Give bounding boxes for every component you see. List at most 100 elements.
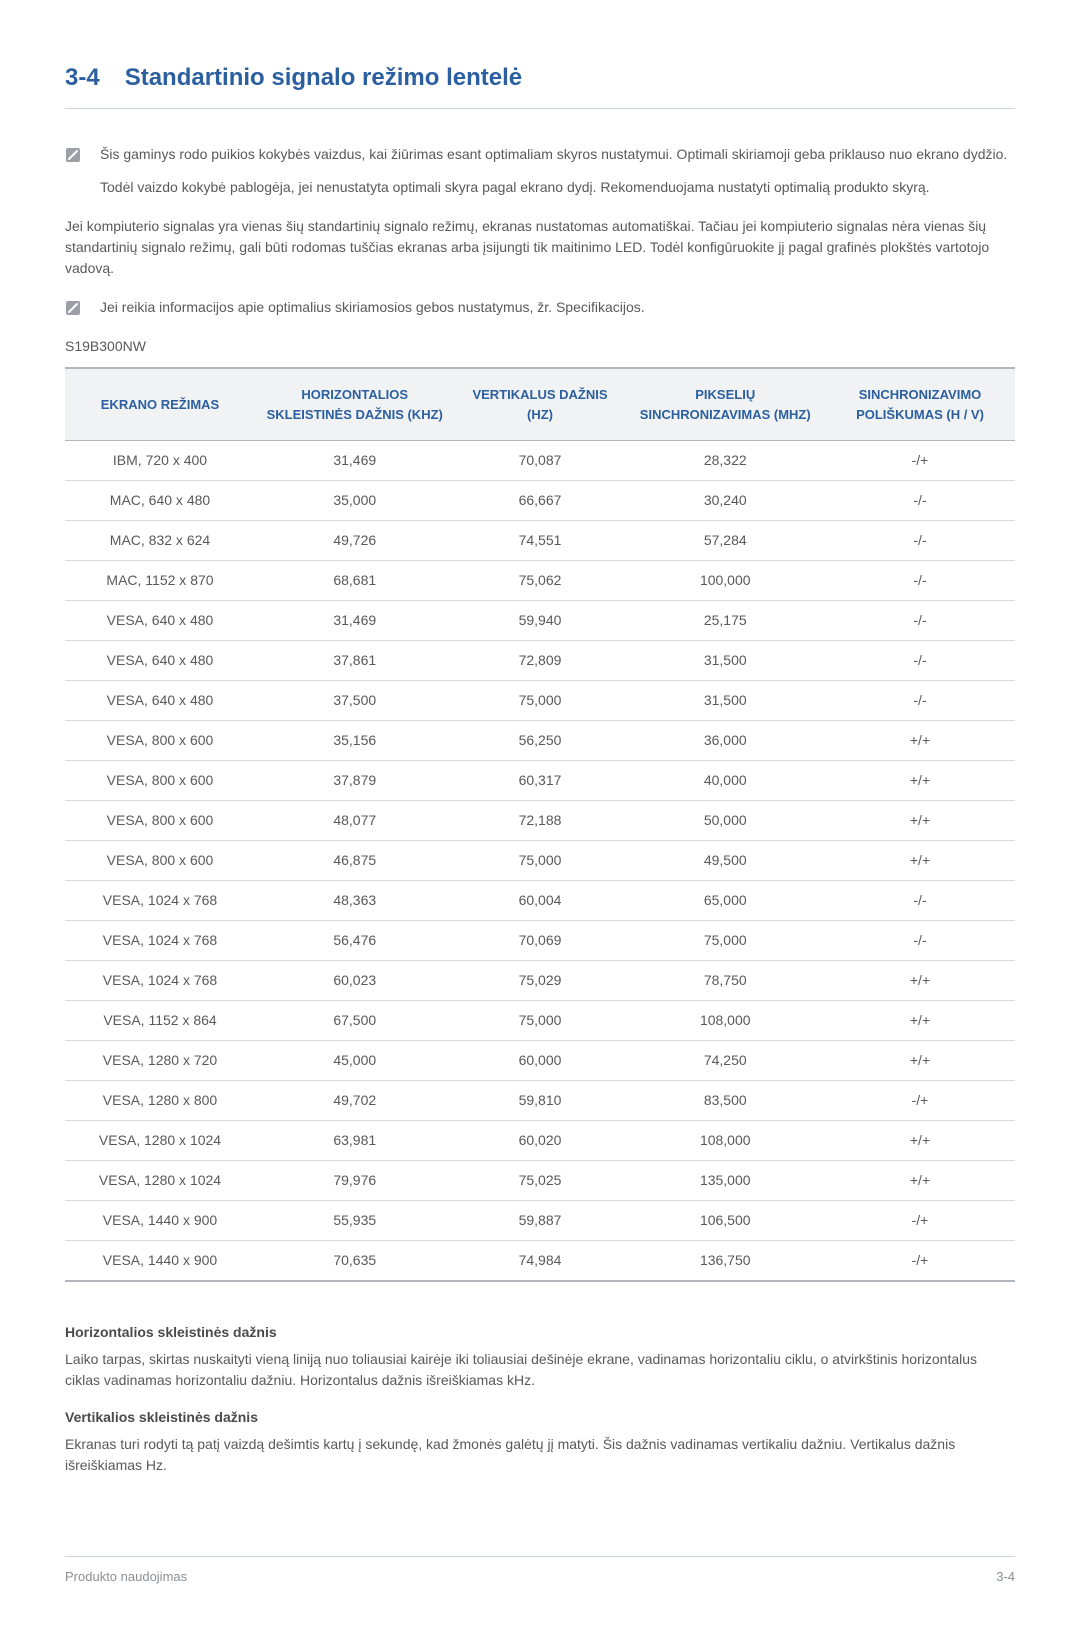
table-cell: 56,476 <box>255 921 455 961</box>
table-cell: IBM, 720 x 400 <box>65 441 255 481</box>
table-row: MAC, 640 x 48035,00066,66730,240-/- <box>65 481 1015 521</box>
table-row: VESA, 1440 x 90070,63574,984136,750-/+ <box>65 1241 1015 1282</box>
definition-body: Laiko tarpas, skirtas nuskaityti vieną l… <box>65 1349 1015 1391</box>
table-cell: 40,000 <box>626 761 826 801</box>
table-cell: VESA, 800 x 600 <box>65 801 255 841</box>
table-cell: 37,500 <box>255 681 455 721</box>
table-cell: VESA, 1024 x 768 <box>65 881 255 921</box>
table-cell: -/- <box>825 521 1015 561</box>
table-row: IBM, 720 x 40031,46970,08728,322-/+ <box>65 441 1015 481</box>
table-cell: 31,469 <box>255 601 455 641</box>
table-cell: 60,020 <box>455 1121 626 1161</box>
table-header-row: EKRANO REŽIMASHORIZONTALIOS SKLEISTINĖS … <box>65 368 1015 441</box>
table-cell: 75,000 <box>455 1001 626 1041</box>
table-cell: +/+ <box>825 841 1015 881</box>
table-cell: 30,240 <box>626 481 826 521</box>
page-heading: 3-4Standartinio signalo režimo lentelė <box>65 60 1015 109</box>
table-row: VESA, 640 x 48037,86172,80931,500-/- <box>65 641 1015 681</box>
table-cell: VESA, 1440 x 900 <box>65 1201 255 1241</box>
table-cell: 75,000 <box>626 921 826 961</box>
info-icon <box>65 300 81 316</box>
heading-title: Standartinio signalo režimo lentelė <box>125 64 522 91</box>
table-cell: 74,984 <box>455 1241 626 1282</box>
table-row: VESA, 640 x 48031,46959,94025,175-/- <box>65 601 1015 641</box>
table-header-cell: HORIZONTALIOS SKLEISTINĖS DAŽNIS (KHZ) <box>255 368 455 441</box>
table-cell: -/- <box>825 481 1015 521</box>
table-cell: 59,810 <box>455 1081 626 1121</box>
table-cell: +/+ <box>825 761 1015 801</box>
table-cell: VESA, 1280 x 720 <box>65 1041 255 1081</box>
table-cell: 48,077 <box>255 801 455 841</box>
table-row: VESA, 800 x 60037,87960,31740,000+/+ <box>65 761 1015 801</box>
table-cell: 70,635 <box>255 1241 455 1282</box>
table-cell: 60,000 <box>455 1041 626 1081</box>
table-cell: MAC, 1152 x 870 <box>65 561 255 601</box>
table-cell: 72,188 <box>455 801 626 841</box>
table-cell: 75,025 <box>455 1161 626 1201</box>
table-cell: VESA, 640 x 480 <box>65 601 255 641</box>
table-cell: VESA, 1024 x 768 <box>65 961 255 1001</box>
table-cell: 31,469 <box>255 441 455 481</box>
table-cell: MAC, 640 x 480 <box>65 481 255 521</box>
table-cell: -/- <box>825 921 1015 961</box>
table-cell: 100,000 <box>626 561 826 601</box>
table-cell: VESA, 640 x 480 <box>65 641 255 681</box>
table-cell: -/- <box>825 681 1015 721</box>
table-cell: 25,175 <box>626 601 826 641</box>
table-cell: -/+ <box>825 1201 1015 1241</box>
table-row: VESA, 1280 x 72045,00060,00074,250+/+ <box>65 1041 1015 1081</box>
table-cell: 46,875 <box>255 841 455 881</box>
table-header-cell: VERTIKALUS DAŽNIS (HZ) <box>455 368 626 441</box>
page-footer: Produkto naudojimas 3-4 <box>65 1556 1015 1587</box>
table-row: VESA, 1440 x 90055,93559,887106,500-/+ <box>65 1201 1015 1241</box>
table-cell: 79,976 <box>255 1161 455 1201</box>
table-cell: MAC, 832 x 624 <box>65 521 255 561</box>
table-cell: 31,500 <box>626 641 826 681</box>
table-cell: 57,284 <box>626 521 826 561</box>
table-cell: 106,500 <box>626 1201 826 1241</box>
table-row: MAC, 1152 x 87068,68175,062100,000-/- <box>65 561 1015 601</box>
table-cell: 60,023 <box>255 961 455 1001</box>
note-block-1: Šis gaminys rodo puikios kokybės vaizdus… <box>65 144 1015 198</box>
table-cell: 35,156 <box>255 721 455 761</box>
table-cell: -/- <box>825 881 1015 921</box>
footer-left: Produkto naudojimas <box>65 1567 187 1587</box>
table-cell: 28,322 <box>626 441 826 481</box>
table-cell: 50,000 <box>626 801 826 841</box>
table-cell: VESA, 1280 x 800 <box>65 1081 255 1121</box>
table-cell: VESA, 800 x 600 <box>65 721 255 761</box>
table-cell: 59,887 <box>455 1201 626 1241</box>
table-cell: VESA, 1280 x 1024 <box>65 1161 255 1201</box>
table-cell: 67,500 <box>255 1001 455 1041</box>
table-cell: 75,000 <box>455 681 626 721</box>
table-cell: 60,317 <box>455 761 626 801</box>
table-cell: VESA, 640 x 480 <box>65 681 255 721</box>
definition-body: Ekranas turi rodyti tą patį vaizdą dešim… <box>65 1434 1015 1476</box>
table-cell: 70,087 <box>455 441 626 481</box>
signal-mode-table: EKRANO REŽIMASHORIZONTALIOS SKLEISTINĖS … <box>65 367 1015 1282</box>
table-cell: +/+ <box>825 961 1015 1001</box>
table-header-cell: SINCHRONIZAVIMO POLIŠKUMAS (H / V) <box>825 368 1015 441</box>
table-cell: 72,809 <box>455 641 626 681</box>
table-row: VESA, 800 x 60046,87575,00049,500+/+ <box>65 841 1015 881</box>
footer-right: 3-4 <box>996 1567 1015 1587</box>
table-cell: 68,681 <box>255 561 455 601</box>
intro-para: Jei kompiuterio signalas yra vienas šių … <box>65 216 1015 279</box>
table-cell: VESA, 800 x 600 <box>65 761 255 801</box>
table-cell: 37,879 <box>255 761 455 801</box>
definitions-section: Horizontalios skleistinės dažnisLaiko ta… <box>65 1322 1015 1476</box>
table-cell: 60,004 <box>455 881 626 921</box>
table-row: VESA, 1024 x 76848,36360,00465,000-/- <box>65 881 1015 921</box>
note-2: Todėl vaizdo kokybė pablogėja, jei nenus… <box>100 177 1015 198</box>
table-cell: 108,000 <box>626 1001 826 1041</box>
table-cell: 31,500 <box>626 681 826 721</box>
table-cell: -/+ <box>825 441 1015 481</box>
table-cell: 135,000 <box>626 1161 826 1201</box>
definition-heading: Vertikalios skleistinės dažnis <box>65 1407 1015 1428</box>
table-cell: 55,935 <box>255 1201 455 1241</box>
table-cell: -/- <box>825 561 1015 601</box>
table-cell: 45,000 <box>255 1041 455 1081</box>
table-cell: +/+ <box>825 1161 1015 1201</box>
table-cell: 70,069 <box>455 921 626 961</box>
table-cell: 74,551 <box>455 521 626 561</box>
